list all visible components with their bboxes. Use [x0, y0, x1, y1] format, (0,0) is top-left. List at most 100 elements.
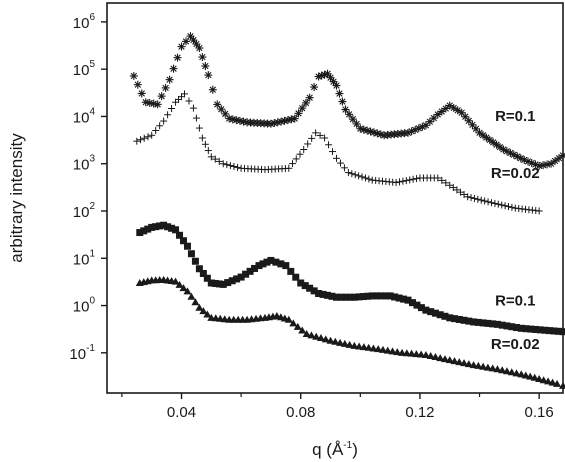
square-point — [460, 316, 468, 324]
square-point — [522, 325, 530, 333]
asterisk-point — [502, 147, 511, 156]
asterisk-point — [221, 109, 230, 118]
triangle-point — [521, 371, 530, 379]
plus-point — [148, 131, 156, 139]
square-point — [152, 223, 160, 231]
plus-point — [474, 195, 482, 203]
plus-point — [505, 203, 513, 211]
triangle-point — [488, 364, 497, 372]
square-point — [301, 282, 309, 290]
y-tick-label: 106 — [73, 12, 96, 32]
square-point — [493, 320, 501, 328]
square-point — [168, 224, 176, 232]
square-point — [536, 326, 544, 334]
triangle-point — [321, 335, 330, 343]
plus-point — [498, 201, 506, 209]
square-point — [328, 292, 336, 300]
square-point — [386, 292, 394, 300]
square-point — [404, 296, 412, 304]
x-tick-label: 0.04 — [167, 404, 196, 421]
square-point — [292, 273, 300, 281]
x-tick-label: 0.16 — [525, 404, 554, 421]
square-point — [176, 231, 184, 239]
square-point — [306, 284, 314, 292]
triangle-point — [474, 361, 483, 369]
square-point — [263, 258, 271, 266]
triangle-point — [431, 353, 440, 361]
plus-point — [336, 159, 344, 167]
triangle-point — [199, 307, 208, 315]
square-point — [319, 290, 327, 298]
triangle-point — [526, 372, 535, 380]
square-point — [427, 308, 435, 316]
square-point — [364, 292, 372, 300]
triangle-point — [530, 373, 539, 381]
square-point — [224, 279, 232, 287]
square-point — [164, 223, 172, 231]
plus-point — [308, 134, 316, 142]
square-point — [136, 229, 144, 237]
square-point — [391, 293, 399, 301]
triangle-point — [307, 331, 316, 339]
plus-point — [406, 176, 414, 184]
triangle-point — [175, 280, 184, 288]
square-point — [550, 327, 558, 335]
square-point — [555, 327, 563, 335]
triangle-point — [407, 349, 416, 357]
plus-point — [340, 164, 348, 172]
square-point — [373, 292, 381, 300]
series-label: R=0.1 — [495, 293, 535, 310]
plus-point — [201, 140, 209, 148]
triangle-point — [374, 345, 383, 353]
square-point — [346, 293, 354, 301]
plus-point — [348, 170, 356, 178]
triangle-point — [498, 366, 507, 374]
triangle-point — [517, 370, 526, 378]
square-point — [255, 262, 263, 270]
triangle-point — [183, 287, 192, 295]
asterisk-point — [323, 69, 332, 78]
square-point — [559, 328, 565, 336]
y-tick-label: 105 — [73, 59, 96, 79]
square-point — [315, 289, 323, 297]
plus-point — [292, 155, 300, 163]
square-point — [527, 325, 535, 333]
plus-point — [223, 161, 231, 169]
triangle-point — [483, 363, 492, 371]
square-point — [187, 250, 195, 258]
plus-point — [230, 162, 238, 170]
x-axis: 0.04 0.08 0.12 0.16 — [121, 393, 554, 421]
square-point — [199, 270, 207, 278]
plus-point — [449, 184, 457, 192]
triangle-point — [378, 345, 387, 353]
square-point — [489, 320, 497, 328]
plus-point — [296, 150, 304, 158]
square-point — [377, 292, 385, 300]
plus-point — [355, 172, 363, 180]
plot-frame — [106, 2, 564, 394]
square-point — [324, 291, 332, 299]
plus-point — [442, 179, 450, 187]
plus-point — [467, 194, 475, 202]
plus-point — [329, 148, 337, 156]
plus-point — [180, 90, 188, 98]
y-tick-label: 102 — [73, 201, 96, 221]
y-tick-label: 104 — [73, 106, 96, 126]
triangle-point — [502, 367, 511, 375]
asterisk-point — [305, 93, 314, 102]
plus-point — [396, 178, 404, 186]
plus-point — [234, 163, 242, 171]
triangle-point — [436, 354, 445, 362]
triangle-point — [383, 346, 392, 354]
series-label: R=0.02 — [491, 165, 540, 182]
square-point — [408, 299, 416, 307]
square-point — [532, 325, 540, 333]
plus-point — [392, 179, 400, 187]
asterisk-point — [437, 107, 446, 116]
plus-point — [351, 171, 359, 179]
asterisk-point — [310, 83, 319, 92]
triangle-point — [293, 322, 302, 330]
triangle-point — [464, 360, 473, 368]
plus-point — [164, 111, 172, 119]
